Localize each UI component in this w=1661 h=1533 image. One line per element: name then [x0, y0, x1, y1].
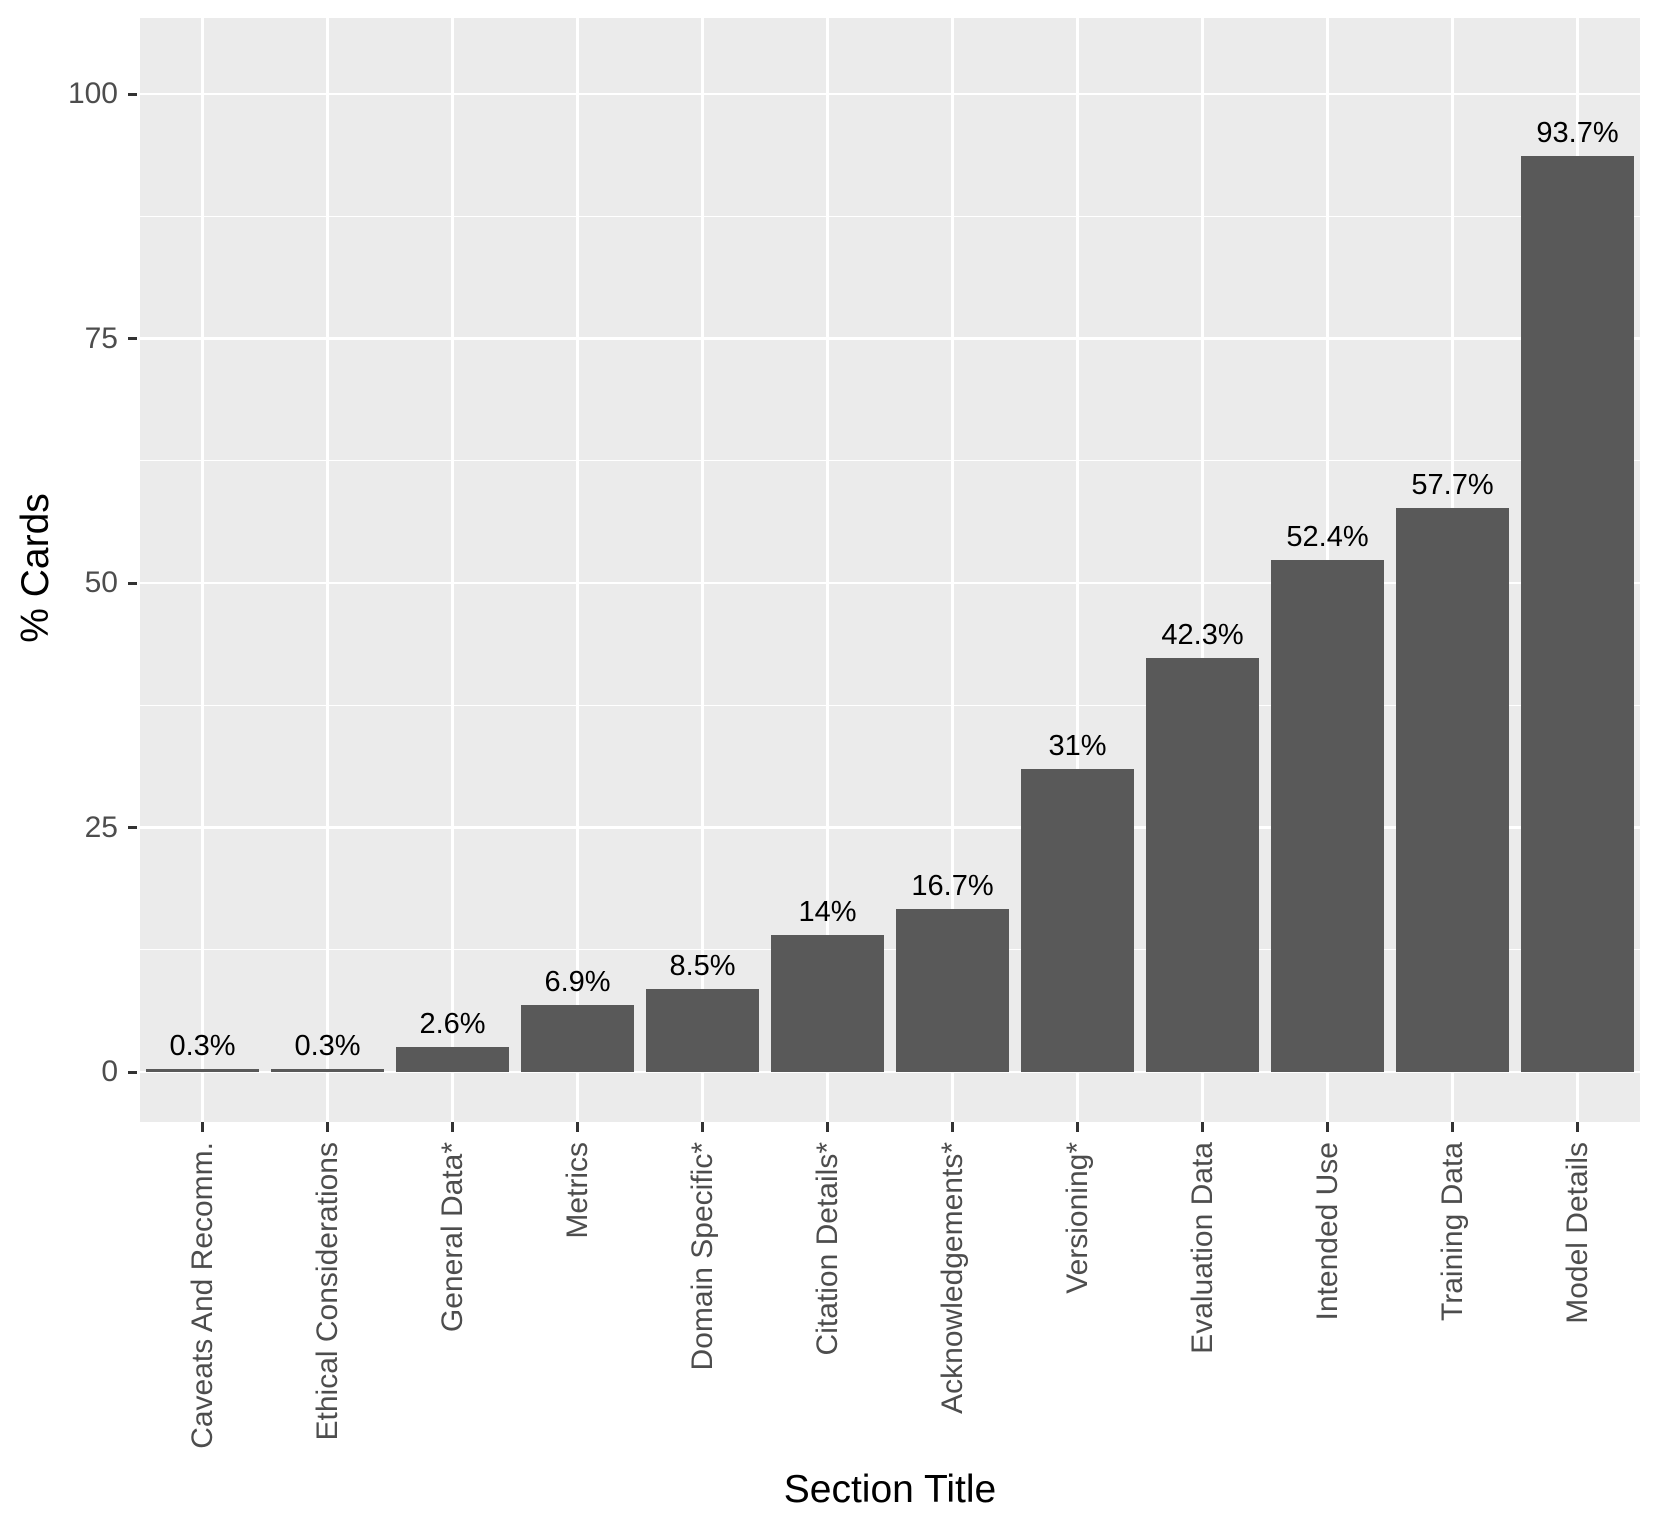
plot-panel [140, 18, 1640, 1122]
x-tick-label: General Data* [435, 1142, 469, 1333]
bar [1396, 508, 1509, 1072]
gridline-major-vertical [701, 18, 704, 1122]
y-tick [128, 581, 137, 585]
x-tick-label: Versioning* [1060, 1142, 1094, 1294]
y-axis-title: % Cards [14, 493, 57, 643]
bar-value-label: 2.6% [419, 1008, 486, 1040]
bar-value-label: 57.7% [1411, 469, 1494, 501]
bar [896, 909, 1009, 1072]
x-tick [951, 1122, 954, 1132]
bar [1521, 156, 1634, 1072]
x-tick [1451, 1122, 1454, 1132]
y-tick [128, 1070, 137, 1074]
bar-value-label: 6.9% [544, 966, 611, 998]
gridline-major-horizontal [140, 337, 1640, 340]
bar [1146, 658, 1259, 1072]
bar [1021, 769, 1134, 1072]
x-tick-label: Caveats And Recomm. [185, 1142, 219, 1449]
y-tick-label: 50 [84, 566, 118, 599]
x-tick-label: Model Details [1560, 1142, 1594, 1324]
x-tick-label: Ethical Considerations [310, 1142, 344, 1441]
x-axis-title: Section Title [783, 1468, 997, 1511]
bar-value-label: 31% [1048, 730, 1107, 762]
bar-value-label: 42.3% [1161, 619, 1244, 651]
bar-value-label: 8.5% [669, 950, 736, 982]
gridline-major-horizontal [140, 92, 1640, 96]
y-tick-label: 75 [84, 321, 118, 355]
gridline-minor-horizontal [140, 949, 1640, 951]
gridline-major-vertical [1201, 18, 1204, 1122]
bar [1271, 560, 1384, 1072]
bar-value-label: 14% [798, 896, 857, 928]
y-tick [128, 826, 137, 829]
x-tick [1576, 1122, 1579, 1132]
gridline-major-vertical [451, 18, 454, 1122]
gridline-major-vertical [326, 18, 329, 1122]
y-tick [128, 92, 137, 96]
y-tick-label: 25 [84, 810, 118, 844]
gridline-minor-horizontal [140, 704, 1640, 706]
y-tick-label: 0 [101, 1055, 118, 1088]
x-tick [826, 1122, 829, 1132]
bar-value-label: 0.3% [169, 1030, 236, 1062]
x-tick-label: Citation Details* [810, 1142, 844, 1356]
x-tick [201, 1122, 204, 1132]
x-tick [576, 1122, 579, 1132]
gridline-major-vertical [201, 18, 204, 1122]
y-tick-label: 100 [67, 77, 118, 110]
bar [396, 1047, 509, 1072]
bar [646, 989, 759, 1072]
x-tick-label: Intended Use [1310, 1142, 1344, 1321]
bar [521, 1005, 634, 1072]
x-tick-label: Metrics [560, 1142, 594, 1239]
gridline-minor-horizontal [140, 215, 1640, 217]
x-tick [701, 1122, 704, 1132]
bar [271, 1069, 384, 1072]
gridline-major-horizontal [140, 1070, 1640, 1074]
gridline-major-vertical [826, 18, 829, 1122]
x-tick [1076, 1122, 1079, 1132]
gridline-major-horizontal [140, 581, 1640, 585]
x-tick-label: Training Data [1435, 1142, 1469, 1321]
bar-value-label: 93.7% [1536, 117, 1619, 149]
y-tick [128, 337, 137, 340]
gridline-major-vertical [576, 18, 579, 1122]
gridline-major-horizontal [140, 826, 1640, 829]
x-tick [1326, 1122, 1329, 1132]
x-tick-label: Acknowledgements* [935, 1142, 969, 1414]
bar [146, 1069, 259, 1072]
x-tick-label: Domain Specific* [685, 1142, 719, 1371]
gridline-minor-horizontal [140, 460, 1640, 462]
bar-value-label: 52.4% [1286, 521, 1369, 553]
bar-value-label: 0.3% [294, 1030, 361, 1062]
x-tick [1201, 1122, 1204, 1132]
bar [771, 935, 884, 1072]
bar-value-label: 16.7% [911, 870, 994, 902]
x-tick [326, 1122, 329, 1132]
gridline-major-vertical [1076, 18, 1079, 1122]
x-tick-label: Evaluation Data [1185, 1142, 1219, 1354]
gridline-major-vertical [951, 18, 954, 1122]
x-tick [451, 1122, 454, 1132]
